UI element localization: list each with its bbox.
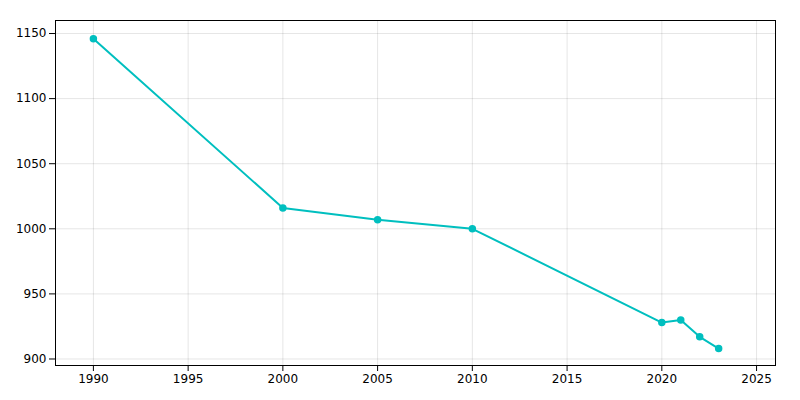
svg-text:1050: 1050 — [16, 157, 47, 171]
svg-text:1150: 1150 — [16, 26, 47, 40]
svg-text:2015: 2015 — [552, 372, 583, 386]
svg-text:2005: 2005 — [362, 372, 393, 386]
svg-text:2025: 2025 — [741, 372, 772, 386]
svg-text:2010: 2010 — [457, 372, 488, 386]
svg-text:900: 900 — [24, 352, 47, 366]
svg-text:1995: 1995 — [173, 372, 204, 386]
svg-text:2000: 2000 — [268, 372, 299, 386]
svg-text:1100: 1100 — [16, 91, 47, 105]
svg-text:1990: 1990 — [78, 372, 109, 386]
svg-text:1000: 1000 — [16, 222, 47, 236]
svg-text:950: 950 — [24, 287, 47, 301]
svg-text:2020: 2020 — [647, 372, 678, 386]
